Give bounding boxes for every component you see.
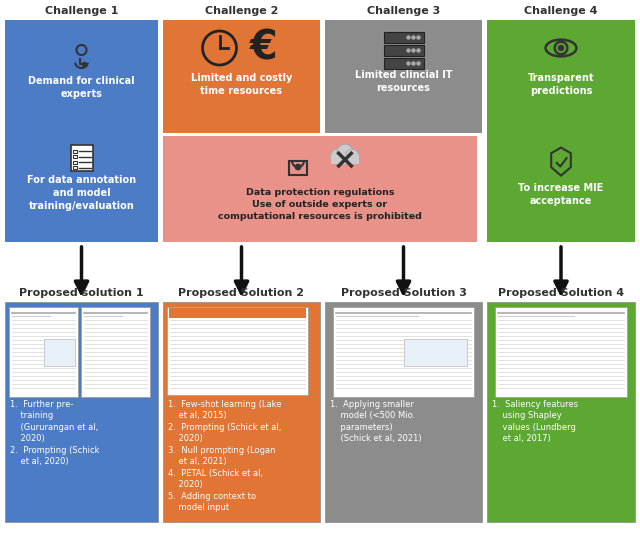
Text: Proposed Solution 4: Proposed Solution 4 bbox=[498, 288, 624, 298]
Text: 1.  Few-shot learning (Lake
    et al, 2015)
2.  Prompting (Schick et al,
    20: 1. Few-shot learning (Lake et al, 2015) … bbox=[168, 400, 282, 512]
Bar bbox=[163, 136, 477, 242]
Circle shape bbox=[417, 36, 420, 39]
Circle shape bbox=[331, 149, 345, 163]
Circle shape bbox=[407, 36, 410, 39]
Circle shape bbox=[417, 62, 420, 65]
Circle shape bbox=[412, 49, 415, 52]
Circle shape bbox=[417, 49, 420, 52]
Bar bbox=[487, 302, 635, 522]
Bar bbox=[72, 150, 77, 152]
Bar bbox=[169, 308, 306, 318]
Text: Challenge 4: Challenge 4 bbox=[524, 6, 598, 16]
Text: 1.  Further pre-
    training
    (Gururangan et al,
    2020)
2.  Prompting (Sc: 1. Further pre- training (Gururangan et … bbox=[10, 400, 99, 466]
Circle shape bbox=[295, 164, 301, 170]
Text: Transparent
predictions: Transparent predictions bbox=[528, 73, 595, 96]
Bar bbox=[171, 311, 304, 395]
Circle shape bbox=[412, 36, 415, 39]
Bar bbox=[70, 145, 93, 171]
Text: Challenge 3: Challenge 3 bbox=[367, 6, 440, 16]
Text: To increase MIE
acceptance: To increase MIE acceptance bbox=[518, 183, 604, 206]
Text: Proposed solution 1: Proposed solution 1 bbox=[19, 288, 144, 298]
Bar bbox=[167, 307, 308, 395]
Circle shape bbox=[337, 144, 353, 161]
Bar bbox=[72, 155, 77, 158]
Bar bbox=[383, 32, 424, 43]
Circle shape bbox=[407, 49, 410, 52]
Text: Limited and costly
time resources: Limited and costly time resources bbox=[191, 73, 292, 96]
Bar bbox=[9, 307, 78, 397]
Bar bbox=[72, 161, 77, 163]
Circle shape bbox=[407, 62, 410, 65]
Text: 1.  Saliency features
    using Shapley
    values (Lundberg
    et al, 2017): 1. Saliency features using Shapley value… bbox=[492, 400, 578, 443]
Text: Demand for clinical
experts: Demand for clinical experts bbox=[28, 76, 135, 99]
Bar bbox=[81, 307, 150, 397]
Bar bbox=[495, 307, 627, 397]
Text: Limited clincial IT
resources: Limited clincial IT resources bbox=[355, 70, 452, 93]
Bar bbox=[72, 166, 77, 169]
Text: Challenge 2: Challenge 2 bbox=[205, 6, 278, 16]
Text: Proposed Solution 3: Proposed Solution 3 bbox=[340, 288, 467, 298]
Bar bbox=[44, 339, 74, 366]
Bar bbox=[487, 20, 635, 242]
Bar bbox=[5, 302, 158, 522]
Text: Challenge 1: Challenge 1 bbox=[45, 6, 118, 16]
Text: €: € bbox=[250, 28, 277, 68]
Circle shape bbox=[559, 45, 564, 50]
Bar bbox=[289, 161, 307, 174]
Bar bbox=[163, 302, 320, 522]
Bar bbox=[331, 155, 360, 164]
Circle shape bbox=[346, 149, 359, 163]
Bar bbox=[169, 309, 306, 395]
Bar bbox=[325, 302, 482, 522]
Bar bbox=[325, 20, 482, 133]
Text: 1.  Applying smaller
    model (<500 Mio.
    parameters)
    (Schick et al, 202: 1. Applying smaller model (<500 Mio. par… bbox=[330, 400, 422, 443]
Text: Data protection regulations
Use of outside experts or
computational resources is: Data protection regulations Use of outsi… bbox=[218, 188, 422, 221]
Text: Proposed Solution 2: Proposed Solution 2 bbox=[179, 288, 305, 298]
Circle shape bbox=[412, 62, 415, 65]
Bar bbox=[163, 20, 320, 133]
Bar bbox=[333, 307, 474, 397]
Bar bbox=[403, 339, 467, 366]
Bar bbox=[383, 45, 424, 56]
Text: For data annotation
and model
training/evaluation: For data annotation and model training/e… bbox=[27, 175, 136, 212]
Bar bbox=[5, 20, 158, 242]
Bar bbox=[383, 58, 424, 69]
